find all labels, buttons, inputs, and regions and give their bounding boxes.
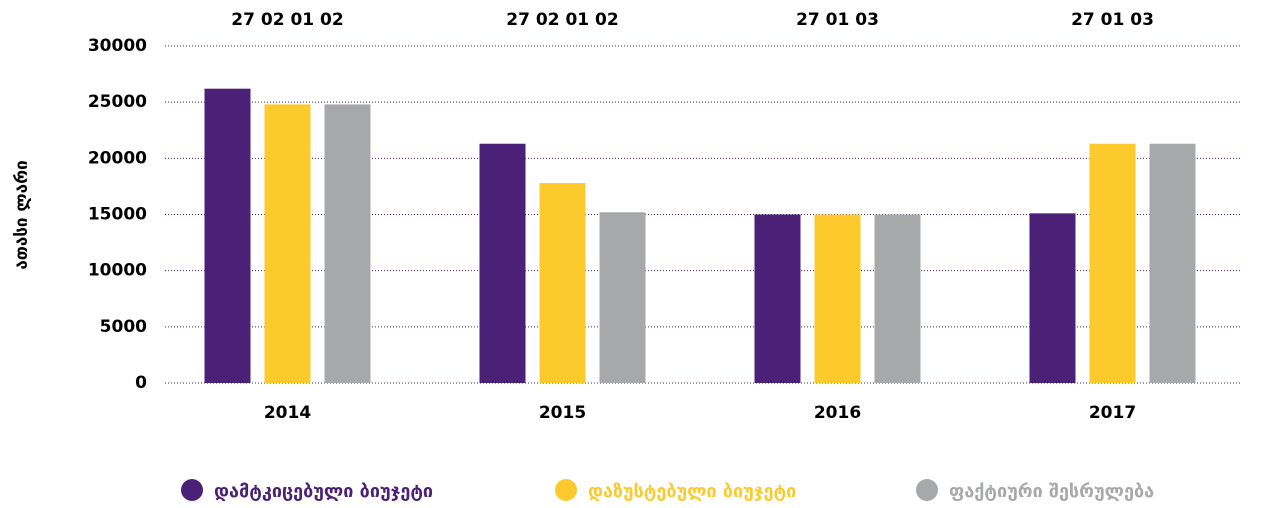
bar: [754, 214, 801, 383]
x-tick-label: 2016: [814, 403, 861, 423]
legend-swatch: [181, 479, 203, 501]
bar: [814, 214, 861, 383]
y-tick-label: 5000: [100, 317, 147, 337]
y-tick-label: 15000: [88, 205, 147, 225]
legend-label: დამტკიცებული ბიუჯეტი: [214, 481, 433, 502]
group-label: 27 01 03: [796, 10, 879, 30]
legend-label: ფაქტიური შესრულება: [949, 481, 1154, 502]
bar: [204, 88, 251, 383]
x-tick-label: 2017: [1089, 403, 1136, 423]
bar: [264, 104, 311, 383]
group-label: 27 01 03: [1071, 10, 1154, 30]
y-tick-label: 20000: [88, 148, 147, 168]
bar: [1089, 143, 1136, 383]
bar: [539, 183, 586, 383]
bar: [324, 104, 371, 383]
group-label: 27 02 01 02: [231, 10, 343, 30]
x-tick-label: 2015: [539, 403, 586, 423]
bar: [479, 143, 526, 383]
y-tick-label: 0: [135, 373, 147, 393]
legend-label: დაზუსტებული ბიუჯეტი: [588, 481, 796, 502]
group-label: 27 02 01 02: [506, 10, 618, 30]
bar: [1149, 143, 1196, 383]
y-axis-label: ათასი ლარი: [12, 160, 32, 269]
y-tick-label: 30000: [88, 36, 147, 56]
x-tick-label: 2014: [264, 403, 311, 423]
legend-swatch: [916, 479, 938, 501]
y-tick-label: 10000: [88, 261, 147, 281]
bar: [874, 214, 921, 383]
y-tick-label: 25000: [88, 92, 147, 112]
bar: [1029, 213, 1076, 383]
bar: [599, 212, 646, 383]
legend-swatch: [555, 479, 577, 501]
